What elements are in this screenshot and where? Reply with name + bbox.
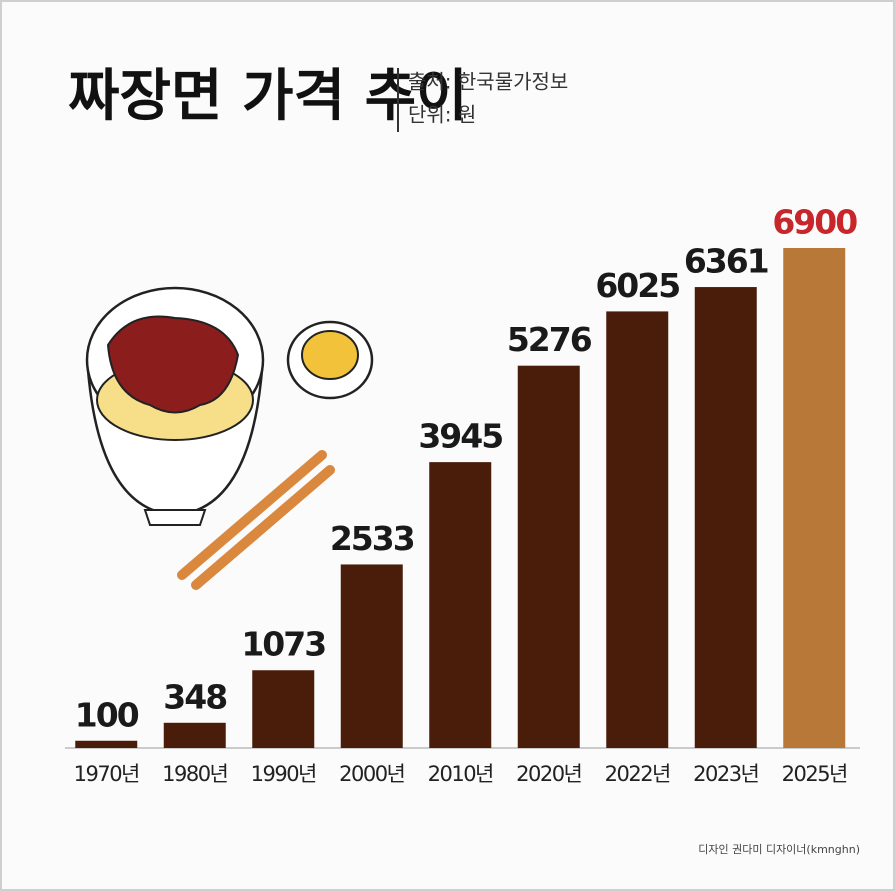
- x-tick-label: 2000년: [339, 762, 404, 786]
- bar: [429, 462, 492, 748]
- credit: 디자인 권다미 디자이너(kmnghn): [698, 843, 860, 856]
- x-tick-label: 2020년: [516, 762, 581, 786]
- value-label: 348: [163, 677, 226, 716]
- value-label: 100: [75, 695, 139, 734]
- bar: [340, 564, 403, 748]
- value-label: 6025: [595, 266, 679, 305]
- bar: [606, 311, 669, 748]
- x-tick-label: 2023년: [693, 762, 758, 786]
- unit: 단위: 원: [408, 103, 476, 127]
- bar: [694, 287, 757, 748]
- value-label: 6361: [684, 242, 768, 281]
- bar: [783, 248, 846, 748]
- source: 출처: 한국물가정보: [408, 70, 568, 94]
- illustration: [85, 286, 374, 590]
- x-tick-label: 1970년: [74, 762, 139, 786]
- bar: [517, 365, 580, 748]
- value-label: 1073: [241, 625, 325, 664]
- value-label: 6900: [772, 203, 857, 242]
- value-label: 2533: [330, 519, 414, 558]
- x-tick-label: 2022년: [605, 762, 670, 786]
- x-tick-label: 1980년: [162, 762, 227, 786]
- x-tick-label: 1990년: [251, 762, 316, 786]
- chart-title: 짜장면 가격 추이: [68, 64, 468, 129]
- value-label: 3945: [418, 417, 502, 456]
- bar: [75, 740, 138, 748]
- bar: [163, 722, 226, 748]
- x-tick-label: 2010년: [428, 762, 493, 786]
- bar: [252, 670, 315, 748]
- value-label: 5276: [507, 320, 592, 359]
- x-tick-label: 2025년: [782, 762, 847, 786]
